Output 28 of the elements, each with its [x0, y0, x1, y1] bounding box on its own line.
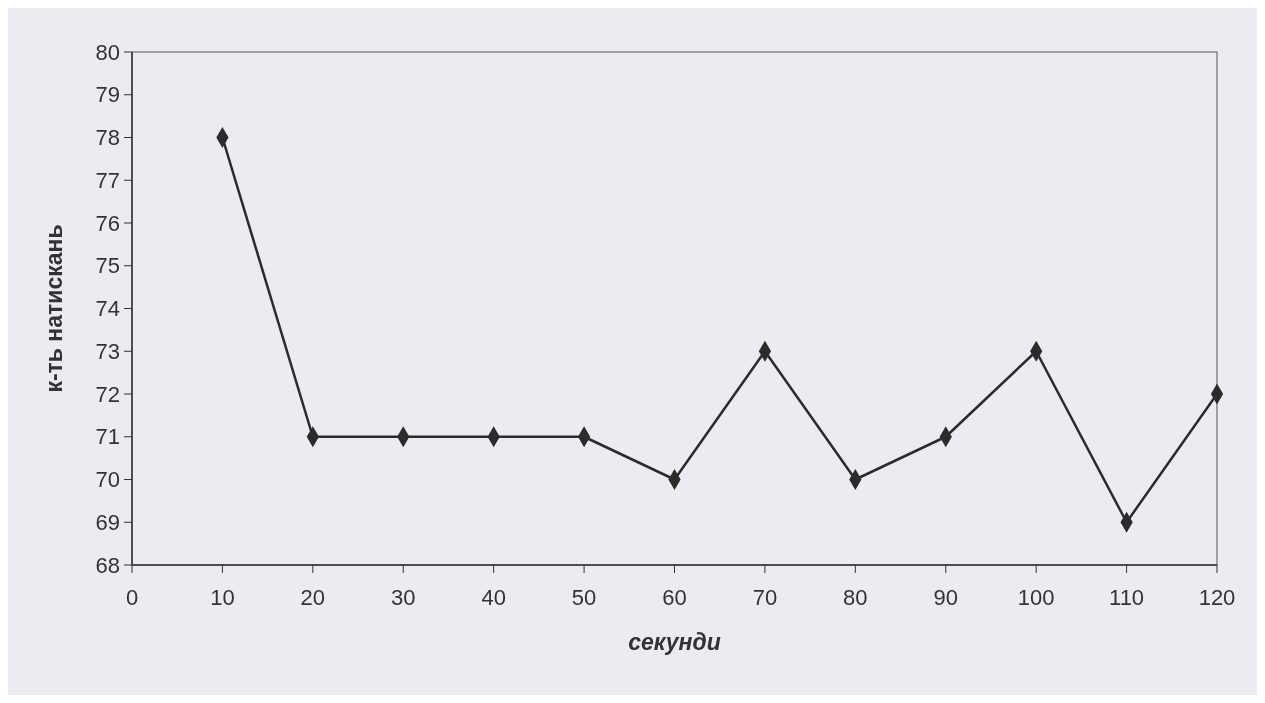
y-tick-label: 72 — [95, 381, 120, 407]
x-tick-label: 70 — [752, 585, 778, 610]
x-tick-label: 50 — [571, 585, 597, 610]
x-tick-label: 20 — [300, 585, 326, 610]
y-tick-label: 74 — [95, 296, 120, 322]
y-axis-title: к-ть натискань — [41, 224, 67, 393]
y-tick-label: 71 — [95, 424, 120, 450]
y-tick-label: 70 — [95, 467, 120, 493]
x-tick-label: 110 — [1109, 585, 1145, 610]
y-tick-label: 77 — [95, 167, 120, 193]
y-tick-label: 76 — [95, 210, 120, 236]
y-tick-label: 68 — [95, 552, 120, 578]
x-tick-label: 120 — [1198, 585, 1236, 610]
x-tick-label: 80 — [843, 585, 868, 610]
x-tick-label: 60 — [662, 585, 687, 610]
x-tick-label: 0 — [125, 585, 139, 610]
y-tick-label: 73 — [95, 338, 120, 364]
y-tick-label: 69 — [95, 509, 120, 535]
y-tick-label: 79 — [95, 82, 120, 108]
x-tick-label: 10 — [210, 585, 235, 610]
y-tick-label: 78 — [95, 125, 120, 151]
x-tick-label: 100 — [1017, 585, 1055, 610]
y-tick-label: 75 — [95, 253, 120, 279]
y-tick-label: 80 — [95, 39, 120, 65]
x-axis-title: секунди — [628, 629, 721, 655]
x-tick-label: 30 — [391, 585, 416, 610]
x-tick-label: 90 — [933, 585, 958, 610]
x-tick-label: 40 — [481, 585, 506, 610]
